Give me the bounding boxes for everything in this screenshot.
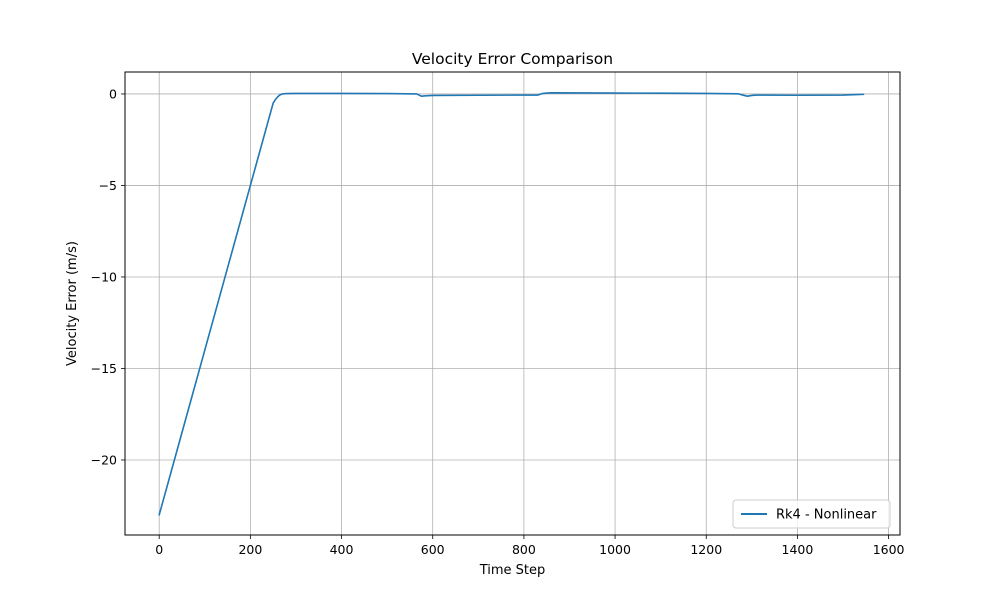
x-tick-label: 0 xyxy=(155,542,163,557)
x-tick-label: 600 xyxy=(421,542,445,557)
series-line xyxy=(158,92,865,516)
x-tick-label: 1400 xyxy=(782,542,814,557)
y-tick-label: −5 xyxy=(99,178,117,193)
grid xyxy=(125,72,900,535)
x-tick-label: 1200 xyxy=(690,542,722,557)
series-layer xyxy=(158,92,865,516)
legend-label: Rk4 - Nonlinear xyxy=(776,508,877,523)
legend-box xyxy=(732,499,891,529)
chart-title: Velocity Error Comparison xyxy=(412,50,613,68)
x-tick-label: 800 xyxy=(512,542,536,557)
y-tick-label: −20 xyxy=(91,452,117,467)
ticks: 0 200 400 600 800 1000 1200 1400 1600 0 −5 −10 −15 −2… xyxy=(91,86,905,557)
y-axis-label: Velocity Error (m/s) xyxy=(65,241,80,366)
x-tick-label: 400 xyxy=(330,542,354,557)
y-tick-label: −15 xyxy=(91,361,117,376)
x-tick-label: 1600 xyxy=(873,542,905,557)
plot-frame xyxy=(124,71,901,536)
x-axis-label: Time Step xyxy=(479,563,546,578)
y-tick-label: −10 xyxy=(91,269,117,284)
y-tick-label: 0 xyxy=(109,86,117,101)
x-tick-label: 1000 xyxy=(599,542,631,557)
x-tick-label: 200 xyxy=(238,542,262,557)
legend: Rk4 - Nonlinear xyxy=(732,499,891,529)
